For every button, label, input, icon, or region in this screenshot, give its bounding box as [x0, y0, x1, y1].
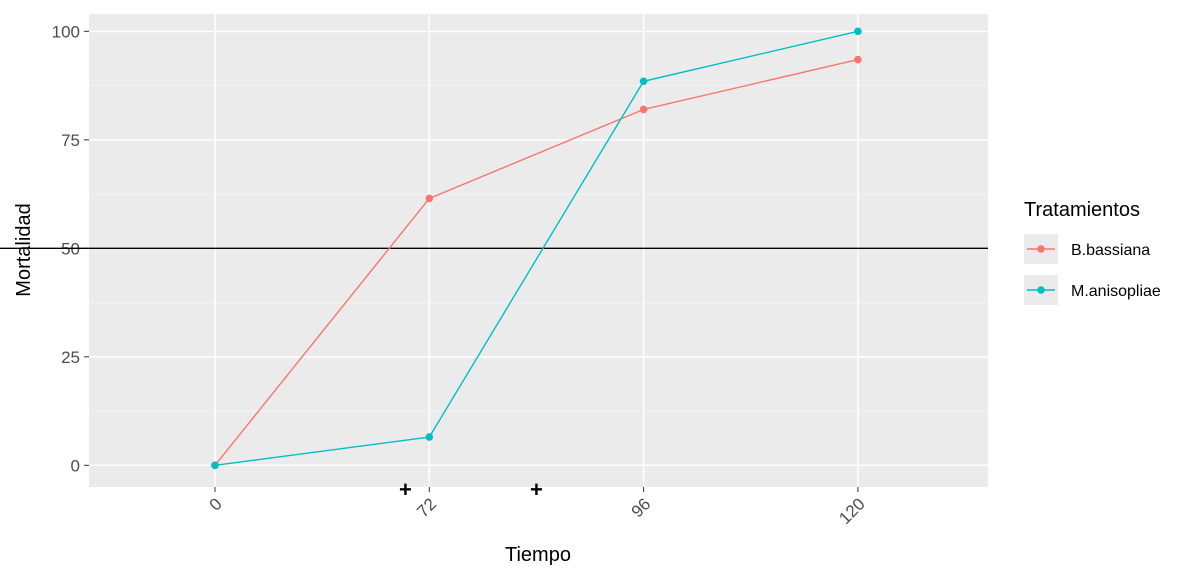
annotation-plus-2: +: [530, 477, 543, 502]
series-line-m-anisopliae: [214, 30, 859, 466]
annotations: + +: [399, 477, 543, 502]
data-point-b-bassiana: [639, 105, 648, 114]
y-tick-label: 0: [71, 456, 80, 475]
data-point-m-anisopliae: [425, 433, 434, 441]
data-point-m-anisopliae: [211, 461, 219, 470]
legend-title: Tratamientos: [1024, 199, 1140, 221]
data-point-m-anisopliae: [854, 27, 862, 36]
grid-minor: [89, 85, 988, 412]
legend: Tratamientos B.bassiana M.anisopliae: [1024, 199, 1161, 305]
x-tick-label: 120: [835, 494, 868, 527]
legend-key-point-m-anisopliae: [1037, 286, 1045, 294]
x-tick-label: 96: [628, 494, 655, 521]
x-tick-label: 72: [413, 494, 440, 521]
y-tick-label: 75: [61, 131, 80, 150]
plot-panel: [89, 14, 988, 487]
legend-key-point-b-bassiana: [1037, 245, 1045, 253]
annotation-plus-1: +: [399, 477, 412, 502]
data-point-m-anisopliae: [639, 77, 648, 86]
x-tick-label: 0: [206, 494, 226, 514]
legend-label-m-anisopliae: M.anisopliae: [1071, 283, 1161, 300]
y-tick-label: 100: [52, 22, 80, 41]
legend-label-b-bassiana: B.bassiana: [1071, 242, 1150, 259]
data-point-b-bassiana: [854, 55, 862, 64]
data-point-b-bassiana: [425, 194, 434, 203]
x-axis-title: Tiempo: [505, 544, 571, 566]
series-line-b-bassiana: [214, 58, 859, 466]
y-axis-title: Mortalidad: [13, 203, 35, 296]
y-tick-label: 25: [61, 348, 80, 367]
series-layer: [211, 27, 862, 470]
